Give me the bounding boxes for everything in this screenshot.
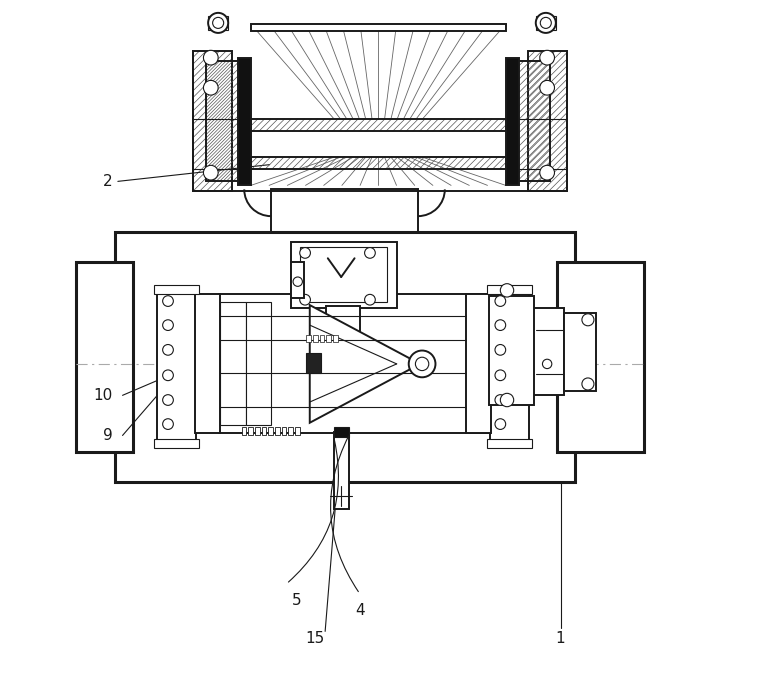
Circle shape	[300, 294, 310, 305]
Polygon shape	[310, 305, 420, 422]
Bar	[564, 313, 596, 391]
Bar	[491, 288, 529, 440]
Circle shape	[208, 13, 229, 33]
Circle shape	[409, 351, 435, 377]
Bar	[154, 285, 200, 294]
Bar	[289, 427, 293, 435]
Bar	[271, 190, 418, 246]
Circle shape	[495, 320, 505, 330]
Circle shape	[416, 357, 429, 370]
Circle shape	[495, 395, 505, 406]
Bar	[220, 302, 246, 425]
Circle shape	[542, 359, 551, 368]
Circle shape	[293, 277, 303, 286]
Bar	[334, 432, 349, 509]
Bar	[282, 427, 286, 435]
Bar	[320, 335, 324, 342]
Bar	[333, 335, 338, 342]
Bar	[154, 439, 200, 448]
Bar	[313, 335, 317, 342]
Bar	[295, 427, 300, 435]
Bar	[195, 294, 220, 433]
Circle shape	[582, 313, 594, 326]
Circle shape	[204, 81, 218, 95]
Bar	[491, 309, 564, 395]
Bar	[307, 353, 321, 373]
Circle shape	[364, 294, 375, 305]
Text: 3: 3	[220, 353, 229, 368]
Circle shape	[582, 378, 594, 390]
Bar	[219, 294, 491, 433]
Bar	[487, 285, 533, 294]
Circle shape	[495, 419, 505, 429]
Circle shape	[163, 320, 173, 330]
Circle shape	[500, 393, 514, 407]
Bar	[275, 427, 280, 435]
Text: 1: 1	[555, 630, 566, 646]
Bar	[261, 427, 266, 435]
Text: 2: 2	[103, 174, 112, 189]
Bar	[251, 24, 505, 31]
Bar	[208, 16, 229, 30]
Circle shape	[204, 50, 218, 65]
Circle shape	[163, 370, 173, 380]
Bar	[557, 261, 644, 452]
Circle shape	[163, 296, 173, 307]
Circle shape	[495, 345, 505, 355]
Circle shape	[213, 18, 224, 28]
Circle shape	[300, 248, 310, 258]
Circle shape	[163, 345, 173, 355]
Bar	[238, 58, 251, 185]
Bar	[255, 427, 260, 435]
Bar	[327, 307, 360, 345]
Bar	[489, 297, 534, 406]
Bar	[251, 156, 505, 169]
Circle shape	[495, 296, 505, 307]
Bar	[76, 261, 133, 452]
Bar	[246, 302, 271, 425]
Bar	[115, 232, 575, 482]
Bar	[517, 61, 551, 181]
Bar	[158, 288, 196, 440]
Bar	[300, 247, 387, 302]
Circle shape	[163, 395, 173, 406]
Circle shape	[540, 81, 555, 95]
Circle shape	[541, 18, 551, 28]
Bar	[334, 427, 349, 437]
Bar	[291, 242, 397, 309]
Circle shape	[540, 165, 555, 180]
Bar	[327, 335, 332, 342]
Text: 5: 5	[292, 593, 301, 608]
Text: 10: 10	[94, 388, 112, 403]
Bar	[251, 119, 505, 131]
Bar	[193, 51, 232, 192]
Bar	[206, 61, 239, 181]
Bar	[307, 335, 311, 342]
Text: 4: 4	[355, 603, 365, 618]
Text: 15: 15	[306, 630, 324, 646]
Bar	[268, 427, 273, 435]
Circle shape	[540, 50, 555, 65]
Circle shape	[163, 419, 173, 429]
Text: 9: 9	[103, 428, 112, 443]
Bar	[291, 261, 304, 299]
Circle shape	[500, 284, 514, 297]
Bar	[248, 427, 253, 435]
Bar	[536, 16, 556, 30]
Circle shape	[204, 165, 218, 180]
Circle shape	[495, 370, 505, 380]
Bar	[528, 51, 567, 192]
Bar	[242, 427, 246, 435]
Circle shape	[536, 13, 556, 33]
Circle shape	[364, 248, 375, 258]
Bar	[505, 58, 519, 185]
Bar	[466, 294, 491, 433]
Bar	[487, 439, 533, 448]
